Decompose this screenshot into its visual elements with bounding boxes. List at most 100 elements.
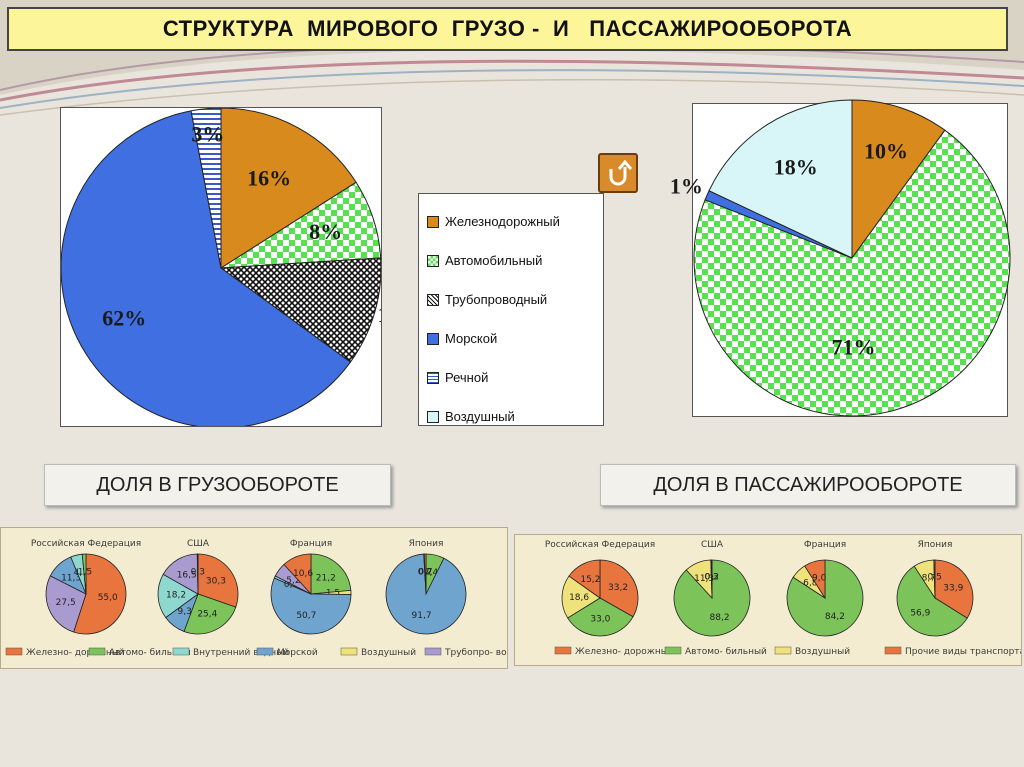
freight-main-slice-pipeline	[219, 257, 382, 363]
mini-pie-title: США	[701, 540, 724, 550]
mini-pie-label-rail: 33,2	[608, 583, 628, 593]
legend-item-road: Автомобильный	[427, 241, 603, 280]
legend-swatch-rail	[427, 215, 439, 228]
freight-main-label-rail: 16%	[247, 165, 291, 190]
legend-label-sea: Морской	[445, 331, 498, 346]
mini-legend-swatch	[5, 647, 23, 656]
mini-pie-slice-road	[310, 553, 352, 595]
mini-legend-swatch	[554, 646, 572, 655]
passenger-main-label-air: 18%	[774, 154, 818, 179]
mini-legend-swatch	[340, 647, 358, 656]
mini-pie-slice-other	[568, 559, 601, 599]
mini-pie-label-road: 25,4	[197, 609, 217, 619]
mini-pie-label-sea: 9,3	[178, 607, 192, 617]
mini-pie-title: Япония	[409, 539, 444, 549]
mini-pie-label-air: 11,3	[694, 574, 714, 584]
legend-swatch-air	[427, 410, 439, 423]
mini-pie-label-air: 1,5	[326, 589, 340, 599]
passenger-main-label-sea: 1%	[670, 174, 703, 199]
mini-legend-swatch	[884, 646, 902, 655]
mini-legend-label: Автомо- бильный	[109, 648, 191, 658]
freight-caption: ДОЛЯ В ГРУЗООБОРОТЕ	[44, 464, 391, 506]
mini-pie-label-road: 21,2	[316, 573, 336, 583]
mini-pie-label-air: 18,6	[569, 593, 589, 603]
legend-swatch-sea	[427, 332, 439, 345]
mini-pie-label-road: 33,0	[590, 614, 610, 624]
mini-pie-slice-rail	[73, 553, 127, 635]
mini-legend-swatch	[172, 647, 190, 656]
mini-pie-label-pipeline: 5,2	[286, 576, 300, 586]
mini-pie-label-other: 15,2	[580, 575, 600, 585]
mini-legend-swatch	[256, 647, 274, 656]
mini-pie-slice-sea	[270, 577, 352, 635]
legend-swatch-river	[427, 371, 439, 384]
passenger-pie-chart: 10% 71% 1% 18%	[670, 99, 1011, 417]
mini-pie-title: Япония	[918, 540, 953, 550]
freight-main-slice-sea	[60, 110, 352, 429]
legend-item-rail: Железнодорожный	[427, 202, 603, 241]
mini-pie-label-road: 84,2	[825, 612, 845, 622]
mini-pie-slice-rail	[599, 559, 639, 618]
passenger-main-slice-rail	[851, 99, 946, 260]
mini-pie-label-rail: 9,0	[812, 573, 827, 583]
mini-pie-slice-inland-water	[157, 573, 199, 619]
mini-pie-label-rail: 33,9	[943, 583, 963, 593]
passenger-mini-panel: Российская Федерация 33,2 33,0 18,6 15,2 США 8…	[514, 534, 1024, 666]
mini-pie-label-road: 88,2	[710, 613, 730, 623]
passenger-main-slice-road	[693, 129, 1011, 417]
mini-pie-slice-other	[933, 559, 936, 599]
mini-pie-label-inland-water: 4,7	[74, 568, 88, 578]
mini-pie-slice-road	[183, 593, 237, 635]
mini-pie-slice-pipeline	[45, 575, 87, 633]
legend-label-pipeline: Трубопроводный	[445, 292, 548, 307]
mini-legend-swatch	[774, 646, 792, 655]
legend-label-rail: Железнодорожный	[445, 214, 560, 229]
freight-main-slice-river	[190, 107, 222, 269]
passenger-caption: ДОЛЯ В ПАССАЖИРООБОРОТЕ	[600, 464, 1016, 506]
mini-legend-swatch	[664, 646, 682, 655]
mini-pie-label-air: 8,7	[922, 574, 936, 584]
passenger-main-slice-air	[708, 99, 853, 259]
mini-pie-label-inland-water: 18,2	[166, 591, 186, 601]
mini-pie-label-air: 6,8	[803, 579, 818, 589]
mini-legend-label: Внутренний водный	[193, 648, 289, 658]
passenger-main-label-rail: 10%	[864, 138, 908, 163]
mini-pie-title: США	[187, 539, 210, 549]
legend-item-air: Воздушный	[427, 397, 603, 436]
legend-swatch-road	[427, 254, 439, 267]
legend-item-sea: Морской	[427, 319, 603, 358]
passenger-caption-text: ДОЛЯ В ПАССАЖИРООБОРОТЕ	[653, 473, 963, 496]
mini-pie-label-other: 0,2	[705, 573, 719, 583]
chart-legend: Железнодорожный Автомобильный Трубопроводн…	[418, 193, 604, 426]
mini-pie-label-rail: 0,7	[418, 568, 432, 578]
mini-pie-label-sea: 50,7	[296, 611, 316, 621]
legend-item-river: Речной	[427, 358, 603, 397]
freight-pie-chart: 16% 8% 11% 62% 3%	[60, 107, 420, 429]
return-button[interactable]	[598, 153, 638, 193]
passenger-country-pies: Российская Федерация 33,2 33,0 18,6 15,2 США 8…	[545, 540, 1024, 657]
mini-legend-swatch	[88, 647, 106, 656]
mini-legend-label: Морской	[277, 648, 318, 658]
mini-pie-label-rail: 55,0	[98, 593, 118, 603]
mini-pie-slice-air	[561, 575, 601, 619]
mini-pie-label-road: 7,4	[424, 568, 439, 578]
mini-pie-slice-road	[567, 597, 634, 637]
freight-mini-panel: Российская Федерация 55,0 27,5 11,3 4,7 1,5 СШ…	[0, 527, 532, 669]
mini-pie-label-sea: 91,7	[412, 611, 432, 621]
mini-pie-title: Российская Федерация	[31, 539, 141, 549]
mini-pie-slice-rail	[197, 553, 239, 608]
mini-legend-label: Железно- дорожный	[575, 647, 674, 657]
freight-main-label-sea: 62%	[102, 306, 146, 331]
freight-main-label-pipeline: 11%	[378, 302, 381, 327]
mini-pie-label-road: 1,5	[78, 568, 92, 578]
mini-pie-slice-rail	[804, 559, 826, 600]
title-box: СТРУКТУРА МИРОВОГО ГРУЗО - И ПАССАЖИРООБ…	[7, 7, 1008, 51]
mini-legend-label: Трубопро- водный	[444, 648, 507, 658]
mini-legend-label: Прочие виды транспорта	[905, 647, 1021, 657]
mini-pie-label-inland-water: 0,8	[284, 580, 299, 590]
page-title: СТРУКТУРА МИРОВОГО ГРУЗО - И ПАССАЖИРООБ…	[162, 16, 853, 41]
mini-pie-label-road: 56,9	[910, 608, 930, 618]
mini-pie-label-rail: 10,6	[293, 569, 313, 579]
mini-legend-label: Железно- дорожный	[26, 648, 125, 658]
